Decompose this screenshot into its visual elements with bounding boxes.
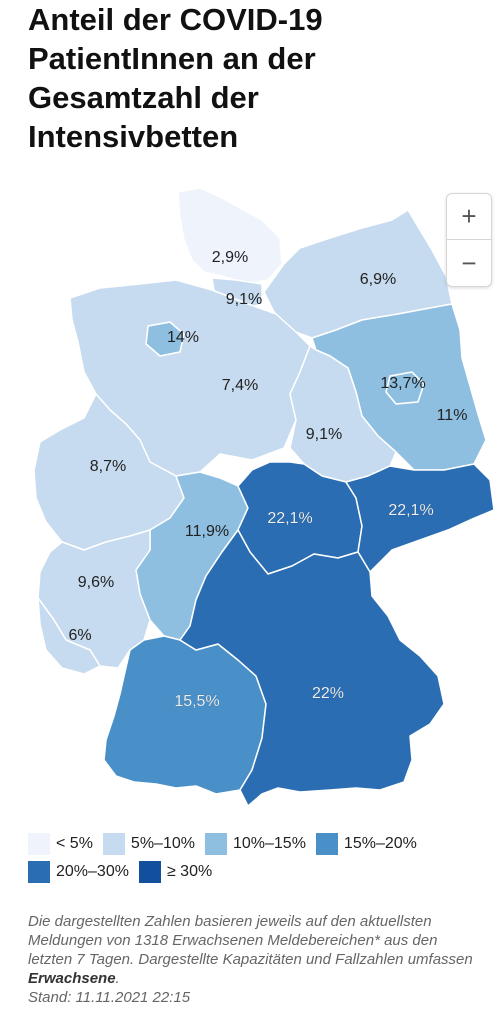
legend-item: < 5% [28, 833, 93, 855]
legend-label: < 5% [56, 835, 93, 852]
region-schleswig-holstein[interactable] [177, 187, 283, 285]
page-title: Anteil der COVID-19 PatientInnen an der … [28, 2, 323, 154]
legend-label: 15%–20% [343, 835, 417, 852]
region-value-label: 9,1% [306, 426, 342, 443]
region-bayern[interactable] [179, 529, 445, 807]
region-value-label: 9,1% [226, 291, 262, 308]
region-value-label: 22,1% [388, 502, 433, 519]
region-value-label: 11% [437, 407, 468, 424]
legend-label: ≥ 30% [166, 863, 213, 880]
region-value-label: 8,7% [90, 458, 126, 475]
region-sachsen[interactable] [345, 463, 495, 573]
legend: < 5% 5%–10% 10%–15% 15%–20% 20%–30% [28, 830, 488, 886]
legend-label: 10%–15% [232, 835, 306, 852]
footnote-date: Stand: 11.11.2021 22:15 [28, 989, 191, 1006]
region-value-label: 6,9% [360, 271, 396, 288]
zoom-out-button[interactable]: − [461, 247, 477, 278]
region-value-label: 14% [167, 329, 199, 346]
footnote-text-end: . [115, 970, 120, 987]
region-value-label: 22,1% [267, 510, 312, 527]
region-value-label: 7,4% [222, 377, 258, 394]
legend-row-1: < 5% 5%–10% 10%–15% 15%–20% [28, 830, 488, 858]
legend-swatch [28, 861, 50, 883]
region-value-label: 22% [312, 685, 344, 702]
legend-item: 15%–20% [315, 833, 417, 855]
map-canvas [33, 187, 495, 807]
legend-row-2: 20%–30% ≥ 30% [28, 858, 488, 886]
legend-item: 20%–30% [28, 861, 129, 883]
legend-item: ≥ 30% [138, 861, 213, 883]
legend-swatch [28, 833, 50, 855]
region-value-label: 15,5% [174, 693, 219, 710]
region-value-label: 2,9% [212, 249, 248, 266]
region-value-label: 11,9% [185, 523, 229, 540]
germany-map[interactable]: 2,9% 9,1% 6,9% 14% 7,4% 13,7% 11% 9,1% 8,7% 11,9%… [0, 180, 498, 830]
footnote-emphasis: Erwachsene [28, 970, 116, 987]
legend-item: 10%–15% [204, 833, 306, 855]
region-value-label: 6% [68, 627, 91, 644]
footnote: Die dargestellten Zahlen basieren jeweil… [28, 912, 478, 1007]
region-sachsen-anhalt[interactable] [289, 345, 397, 483]
legend-swatch [102, 833, 125, 855]
legend-swatch [315, 833, 338, 855]
legend-item: 5%–10% [102, 833, 195, 855]
legend-swatch [204, 833, 227, 855]
legend-label: 5%–10% [130, 835, 195, 852]
region-value-label: 13,7% [380, 375, 425, 392]
legend-swatch [138, 861, 161, 883]
footnote-text: Die dargestellten Zahlen basieren jeweil… [28, 913, 473, 968]
region-saarland[interactable] [37, 597, 101, 675]
zoom-in-button[interactable]: + [447, 194, 491, 240]
legend-label: 20%–30% [56, 863, 129, 880]
zoom-control: + − [446, 193, 492, 287]
region-value-label: 9,6% [78, 574, 114, 591]
map-labels: 2,9% 9,1% 6,9% 14% 7,4% 13,7% 11% 9,1% 8,7% 11,9%… [68, 249, 468, 710]
